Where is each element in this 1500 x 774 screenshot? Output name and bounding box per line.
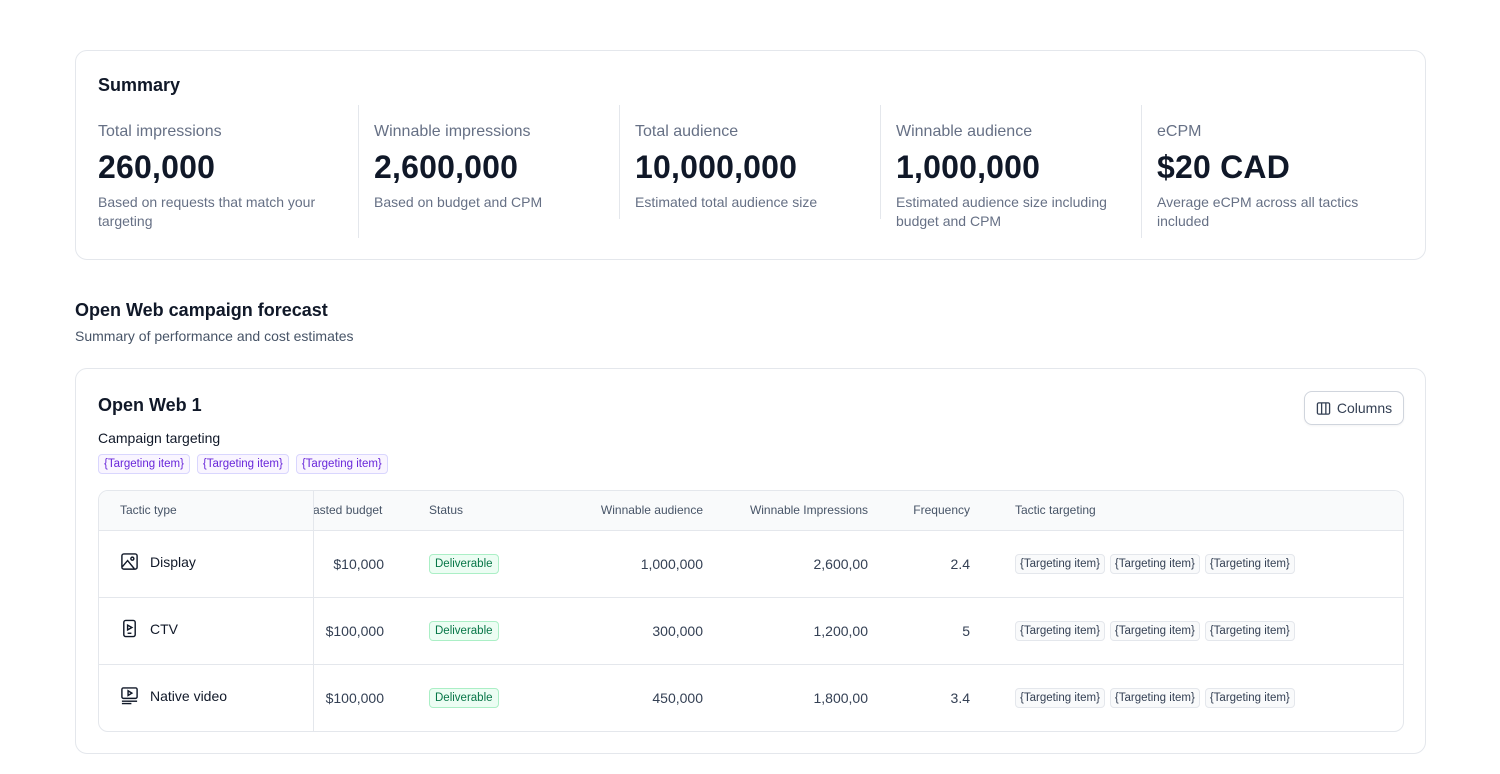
targeting-tag[interactable]: {Targeting item} (1109, 688, 1200, 708)
targeting-tag[interactable]: {Targeting item} (1204, 554, 1295, 574)
columns-icon (1316, 401, 1331, 415)
winnable-audience-cell: 300,000 (652, 623, 703, 639)
tactics-table: Tactic type asted budget Status Winnable… (98, 490, 1404, 732)
sticky-column-divider (313, 491, 314, 731)
metric-ecpm: eCPM $20 CAD Average eCPM across all tac… (1157, 105, 1397, 238)
metric-total-audience: Total audience 10,000,000 Estimated tota… (635, 105, 875, 238)
status-badge: Deliverable (429, 554, 499, 574)
campaign-card: Open Web 1 Columns Campaign targeting {T… (75, 368, 1426, 754)
winnable-impressions-cell: 1,800,00 (813, 690, 869, 706)
frequency-cell: 5 (962, 623, 970, 639)
campaign-targeting-label: Campaign targeting (98, 430, 221, 446)
metric-description: Estimated audience size including budget… (896, 194, 1107, 229)
budget-cell: $10,000 (333, 556, 384, 572)
summary-title: Summary (98, 75, 181, 95)
metric-winnable-impressions: Winnable impressions 2,600,000 Based on … (374, 105, 614, 238)
tactic-cell: CTV (120, 619, 178, 638)
tactic-name: Native video (150, 687, 228, 704)
targeting-tag[interactable]: {Targeting item} (1109, 554, 1200, 574)
metric-value: 10,000,000 (635, 149, 798, 185)
frequency-cell: 2.4 (950, 556, 970, 572)
tactic-name: CTV (150, 620, 178, 637)
header-tactic-type[interactable]: Tactic type (120, 503, 177, 517)
header-budget[interactable]: asted budget (313, 503, 383, 517)
native-video-icon (121, 687, 138, 705)
tactic-targeting-tags: {Targeting item} {Targeting item} {Targe… (1015, 554, 1295, 574)
ctv-icon (123, 619, 136, 638)
metric-description: Based on requests that match your target… (98, 194, 316, 229)
status-badge: Deliverable (429, 621, 499, 641)
metric-description: Estimated total audience size (635, 194, 818, 210)
metric-divider (1141, 105, 1142, 238)
targeting-tag[interactable]: {Targeting item} (98, 454, 190, 474)
targeting-tag[interactable]: {Targeting item} (1109, 621, 1200, 641)
metric-winnable-audience: Winnable audience 1,000,000 Estimated au… (896, 105, 1136, 238)
metric-value: 1,000,000 (896, 149, 1041, 185)
metric-label: eCPM (1157, 123, 1202, 140)
targeting-tag[interactable]: {Targeting item} (295, 454, 388, 474)
tactic-targeting-tags: {Targeting item} {Targeting item} {Targe… (1015, 621, 1295, 641)
metric-label: Total impressions (98, 123, 222, 140)
metric-label: Total audience (635, 123, 739, 140)
metric-divider (358, 105, 359, 238)
metric-total-impressions: Total impressions 260,000 Based on reque… (98, 105, 348, 238)
header-winnable-audience[interactable]: Winnable audience (600, 503, 703, 517)
header-tactic-targeting[interactable]: Tactic targeting (1015, 503, 1096, 517)
metric-value: $20 CAD (1157, 149, 1291, 185)
targeting-tag[interactable]: {Targeting item} (196, 454, 289, 474)
metric-label: Winnable audience (896, 123, 1033, 140)
status-badge: Deliverable (429, 688, 499, 708)
targeting-tag[interactable]: {Targeting item} (1204, 688, 1295, 708)
header-status[interactable]: Status (429, 503, 464, 517)
table-row[interactable]: Native video $100,000 Deliverable 450,00… (99, 665, 1403, 731)
metric-description: Based on budget and CPM (374, 194, 543, 210)
image-icon (121, 553, 138, 570)
metric-divider (880, 105, 881, 219)
table-row[interactable]: CTV $100,000 Deliverable 300,000 1,200,0… (99, 598, 1403, 665)
campaign-targeting-tags: {Targeting item} {Targeting item} {Targe… (98, 454, 388, 474)
header-winnable-impressions[interactable]: Winnable Impressions (749, 503, 868, 517)
budget-cell: $100,000 (325, 623, 384, 639)
metric-value: 260,000 (98, 149, 216, 185)
tactic-name: Display (150, 553, 196, 570)
budget-cell: $100,000 (325, 690, 384, 706)
targeting-tag[interactable]: {Targeting item} (1204, 621, 1295, 641)
columns-button[interactable]: Columns (1304, 391, 1404, 425)
tactic-cell: Native video (120, 686, 227, 705)
metric-value: 2,600,000 (374, 149, 519, 185)
forecast-title: Open Web campaign forecast (75, 300, 328, 320)
header-frequency[interactable]: Frequency (913, 503, 970, 517)
columns-button-label: Columns (1336, 400, 1393, 416)
winnable-impressions-cell: 2,600,00 (813, 556, 869, 572)
frequency-cell: 3.4 (950, 690, 970, 706)
winnable-impressions-cell: 1,200,00 (813, 623, 869, 639)
summary-card: Summary Total impressions 260,000 Based … (75, 50, 1426, 260)
table-row[interactable]: Display $10,000 Deliverable 1,000,000 2,… (99, 531, 1403, 598)
table-header: Tactic type asted budget Status Winnable… (99, 491, 1403, 531)
metric-description: Average eCPM across all tactics included (1157, 194, 1359, 229)
forecast-subtitle: Summary of performance and cost estimate… (75, 328, 354, 344)
metric-label: Winnable impressions (374, 123, 531, 140)
winnable-audience-cell: 450,000 (652, 690, 703, 706)
winnable-audience-cell: 1,000,000 (640, 556, 703, 572)
tactic-cell: Display (120, 552, 196, 571)
campaign-title: Open Web 1 (98, 395, 202, 415)
targeting-tag[interactable]: {Targeting item} (1015, 688, 1105, 708)
metric-divider (619, 105, 620, 219)
targeting-tag[interactable]: {Targeting item} (1015, 621, 1105, 641)
targeting-tag[interactable]: {Targeting item} (1015, 554, 1105, 574)
tactic-targeting-tags: {Targeting item} {Targeting item} {Targe… (1015, 688, 1295, 708)
